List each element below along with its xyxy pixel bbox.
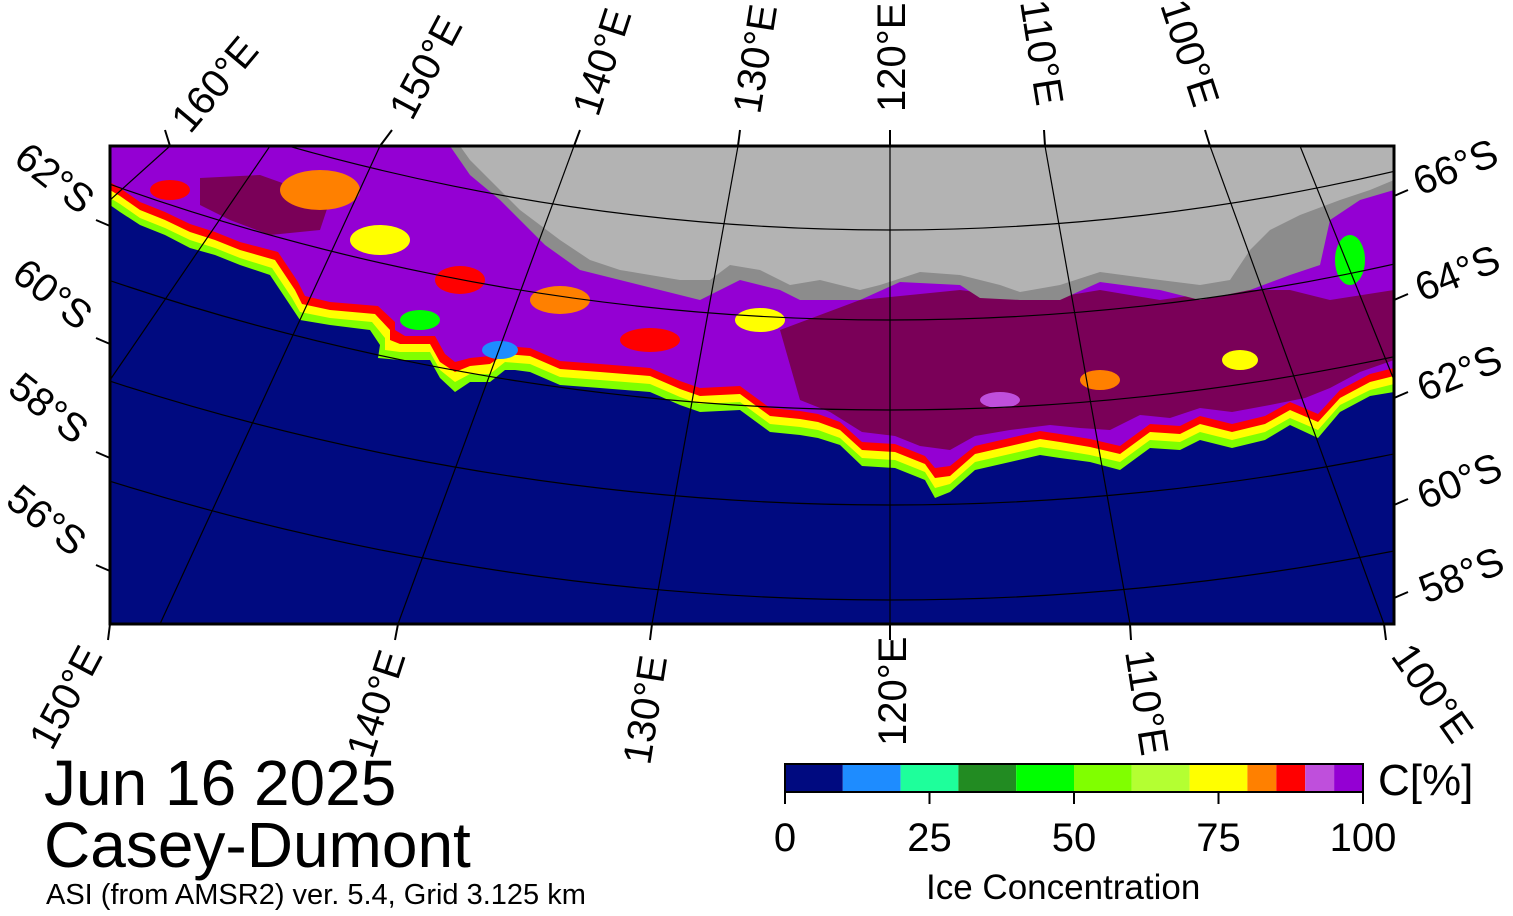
colorbar-bin: [1074, 764, 1132, 792]
top-lon-label: 140°E: [565, 3, 641, 121]
left-latitude-labels: 62°S 60°S 58°S 56°S: [0, 134, 102, 564]
colorbar-bin: [1016, 764, 1074, 792]
colorbar-tick-label: 50: [1051, 816, 1097, 860]
top-longitude-labels: 160°E 150°E 140°E 130°E 120°E 110°E 100°…: [163, 0, 1227, 141]
colorbar-bin: [1131, 764, 1190, 792]
frame-ticks: [95, 129, 1409, 641]
colorbar-title: Ice Concentration: [926, 868, 1201, 907]
right-lat-label: 66°S: [1407, 131, 1504, 204]
colorbar-bin: [1334, 764, 1363, 792]
bottom-lon-label: 100°E: [1383, 636, 1482, 751]
data-source-note: ASI (from AMSR2) ver. 5.4, Grid 3.125 km: [46, 879, 586, 911]
top-lon-label: 110°E: [1011, 0, 1071, 109]
right-lat-label: 62°S: [1411, 337, 1508, 410]
left-lat-label: 58°S: [0, 364, 96, 452]
top-lon-label: 100°E: [1151, 0, 1227, 112]
right-lat-label: 58°S: [1413, 539, 1510, 612]
top-lon-label: 130°E: [725, 1, 786, 116]
ice-variability-patches: [150, 170, 1365, 408]
colorbar: [784, 763, 1364, 804]
colorbar-tick-label: 25: [907, 816, 952, 860]
map-plot-area: [110, 146, 1394, 624]
colorbar-bin: [958, 764, 1017, 792]
bottom-lon-label: 130°E: [615, 652, 676, 767]
right-latitude-labels: 66°S 64°S 62°S 60°S 58°S: [1407, 131, 1510, 612]
bottom-lon-label: 150°E: [21, 639, 111, 756]
colorbar-bin: [842, 764, 901, 792]
bottom-lon-label: 140°E: [339, 645, 415, 763]
map-frame: [108, 144, 1396, 626]
longitude-gridlines: [110, 146, 1394, 624]
left-lat-label: 60°S: [4, 250, 100, 338]
colorbar-bin: [1247, 764, 1277, 792]
bottom-lon-label: 120°E: [871, 637, 915, 746]
colorbar-bin: [785, 764, 843, 792]
top-lon-label: 150°E: [381, 9, 471, 126]
bottom-lon-label: 110°E: [1116, 647, 1176, 759]
colorbar-bin: [1305, 764, 1335, 792]
top-lon-label: 160°E: [163, 29, 267, 141]
left-lat-label: 62°S: [6, 134, 102, 222]
top-lon-label: 120°E: [870, 3, 914, 112]
right-lat-label: 60°S: [1411, 445, 1508, 518]
colorbar-tick-label: 100: [1329, 816, 1397, 860]
colorbar-tick-label: 75: [1196, 816, 1241, 860]
left-lat-label: 56°S: [0, 476, 94, 564]
colorbar-bin: [1276, 764, 1306, 792]
colorbar-bin: [1189, 764, 1248, 792]
antarctic-land: [460, 146, 1394, 292]
colorbar-bin: [900, 764, 959, 792]
colorbar-tick-label: 0: [773, 816, 797, 860]
region-name: Casey-Dumont: [44, 809, 471, 881]
right-lat-label: 64°S: [1409, 237, 1506, 310]
map-date: Jun 16 2025: [44, 747, 397, 819]
colorbar-unit: C[%]: [1378, 756, 1474, 805]
